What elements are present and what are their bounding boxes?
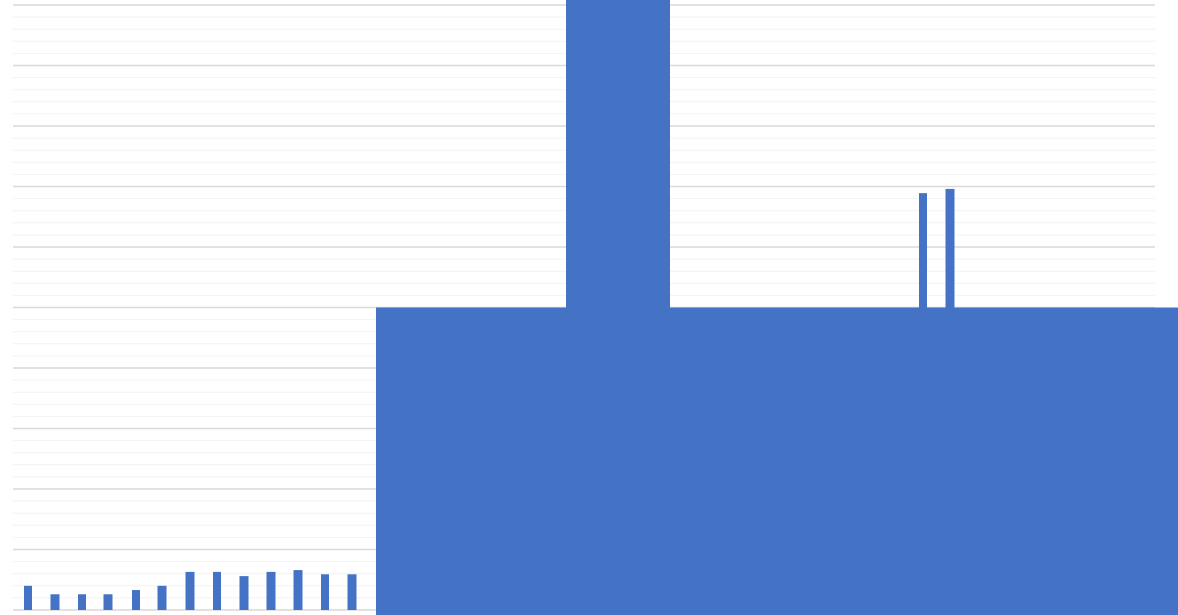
bar — [103, 594, 113, 610]
bar — [213, 571, 221, 610]
bar — [157, 585, 167, 610]
bar — [132, 590, 140, 610]
bar — [24, 585, 32, 610]
bar — [347, 574, 357, 610]
overlay-bar-chart — [376, 0, 1178, 615]
bar — [239, 576, 249, 610]
bar — [321, 574, 329, 610]
bar — [266, 571, 276, 610]
overlay-bar — [376, 307, 1178, 615]
bar — [50, 594, 60, 610]
bar — [78, 594, 86, 610]
bar — [293, 570, 303, 610]
bar — [185, 571, 195, 610]
